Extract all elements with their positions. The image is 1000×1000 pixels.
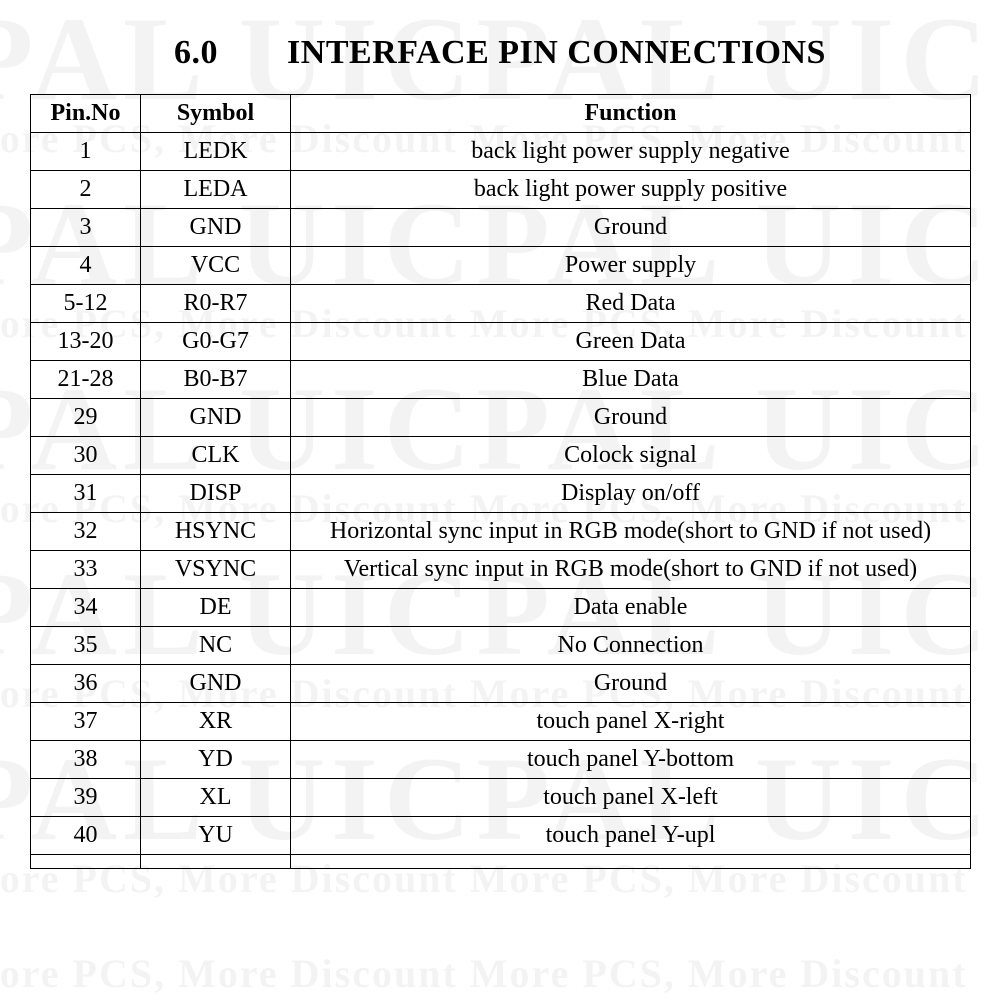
cell-pin: 13-20 [31,323,141,361]
cell-function: back light power supply negative [291,133,971,171]
cell-function: Power supply [291,247,971,285]
table-row: 38YDtouch panel Y-bottom [31,741,971,779]
cell-symbol: R0-R7 [141,285,291,323]
cell-pin: 3 [31,209,141,247]
table-row: 36GNDGround [31,665,971,703]
cell-pin: 21-28 [31,361,141,399]
cell-pin: 32 [31,513,141,551]
cell-function: Green Data [291,323,971,361]
table-row: 39XLtouch panel X-left [31,779,971,817]
cell-pin: 1 [31,133,141,171]
cell-function: Ground [291,209,971,247]
cell-pin: 30 [31,437,141,475]
cell-function: Data enable [291,589,971,627]
cell-symbol: VCC [141,247,291,285]
cell-symbol: DE [141,589,291,627]
table-row: 3GNDGround [31,209,971,247]
cell-function: Blue Data [291,361,971,399]
cell-symbol: B0-B7 [141,361,291,399]
cell-symbol: VSYNC [141,551,291,589]
cell-symbol: HSYNC [141,513,291,551]
cell-pin: 38 [31,741,141,779]
cell-symbol: NC [141,627,291,665]
cell-symbol: LEDA [141,171,291,209]
table-row: 5-12R0-R7Red Data [31,285,971,323]
cell-symbol: YU [141,817,291,855]
cell-symbol: CLK [141,437,291,475]
cell-pin: 2 [31,171,141,209]
table-row: 13-20G0-G7Green Data [31,323,971,361]
cell-function: back light power supply positive [291,171,971,209]
table-row: 29GNDGround [31,399,971,437]
table-row: 33VSYNCVertical sync input in RGB mode(s… [31,551,971,589]
cell-function: Vertical sync input in RGB mode(short to… [291,551,971,589]
cell-pin: 5-12 [31,285,141,323]
pin-connections-table: Pin.No Symbol Function 1LEDKback light p… [30,94,971,869]
cell-function: touch panel X-left [291,779,971,817]
cell-symbol: XL [141,779,291,817]
table-row: 32HSYNCHorizontal sync input in RGB mode… [31,513,971,551]
table-row: 40YUtouch panel Y-upl [31,817,971,855]
section-title-text: INTERFACE PIN CONNECTIONS [287,34,826,71]
cell-symbol: YD [141,741,291,779]
table-row: 31DISPDisplay on/off [31,475,971,513]
watermark-small: More PCS, More Discount More PCS, More D… [0,950,968,997]
cell-function: Horizontal sync input in RGB mode(short … [291,513,971,551]
cell-function: touch panel Y-upl [291,817,971,855]
cell-pin: 34 [31,589,141,627]
cell-symbol: XR [141,703,291,741]
cell-pin: 36 [31,665,141,703]
cell-function: Colock signal [291,437,971,475]
cell-symbol: GND [141,665,291,703]
cell-pin: 29 [31,399,141,437]
cell-function: touch panel Y-bottom [291,741,971,779]
table-row: 34DEData enable [31,589,971,627]
col-header-pin: Pin.No [31,95,141,133]
table-row: 2LEDAback light power supply positive [31,171,971,209]
table-row: 21-28B0-B7Blue Data [31,361,971,399]
cell-function: No Connection [291,627,971,665]
table-header-row: Pin.No Symbol Function [31,95,971,133]
table-row: 4VCCPower supply [31,247,971,285]
cell-pin: 33 [31,551,141,589]
table-row: 1LEDKback light power supply negative [31,133,971,171]
cell-pin: 4 [31,247,141,285]
cell-symbol: GND [141,399,291,437]
cell-pin: 37 [31,703,141,741]
section-number: 6.0 [174,34,218,72]
cell-symbol: GND [141,209,291,247]
table-row [31,855,971,869]
cell-symbol: LEDK [141,133,291,171]
cell-function: Ground [291,665,971,703]
table-row: 37XRtouch panel X-right [31,703,971,741]
cell-pin: 40 [31,817,141,855]
table-body: 1LEDKback light power supply negative 2L… [31,133,971,869]
cell-pin: 39 [31,779,141,817]
cell-symbol: G0-G7 [141,323,291,361]
cell-symbol [141,855,291,869]
table-row: 30CLKColock signal [31,437,971,475]
cell-pin: 35 [31,627,141,665]
cell-pin [31,855,141,869]
table-row: 35NCNo Connection [31,627,971,665]
page: PAL UICPAL UIC More PCS, More Discount M… [0,0,1000,1000]
cell-function: Display on/off [291,475,971,513]
cell-pin: 31 [31,475,141,513]
cell-function [291,855,971,869]
col-header-symbol: Symbol [141,95,291,133]
cell-symbol: DISP [141,475,291,513]
cell-function: Ground [291,399,971,437]
cell-function: touch panel X-right [291,703,971,741]
cell-function: Red Data [291,285,971,323]
col-header-function: Function [291,95,971,133]
section-title: 6.0 INTERFACE PIN CONNECTIONS [30,34,970,72]
